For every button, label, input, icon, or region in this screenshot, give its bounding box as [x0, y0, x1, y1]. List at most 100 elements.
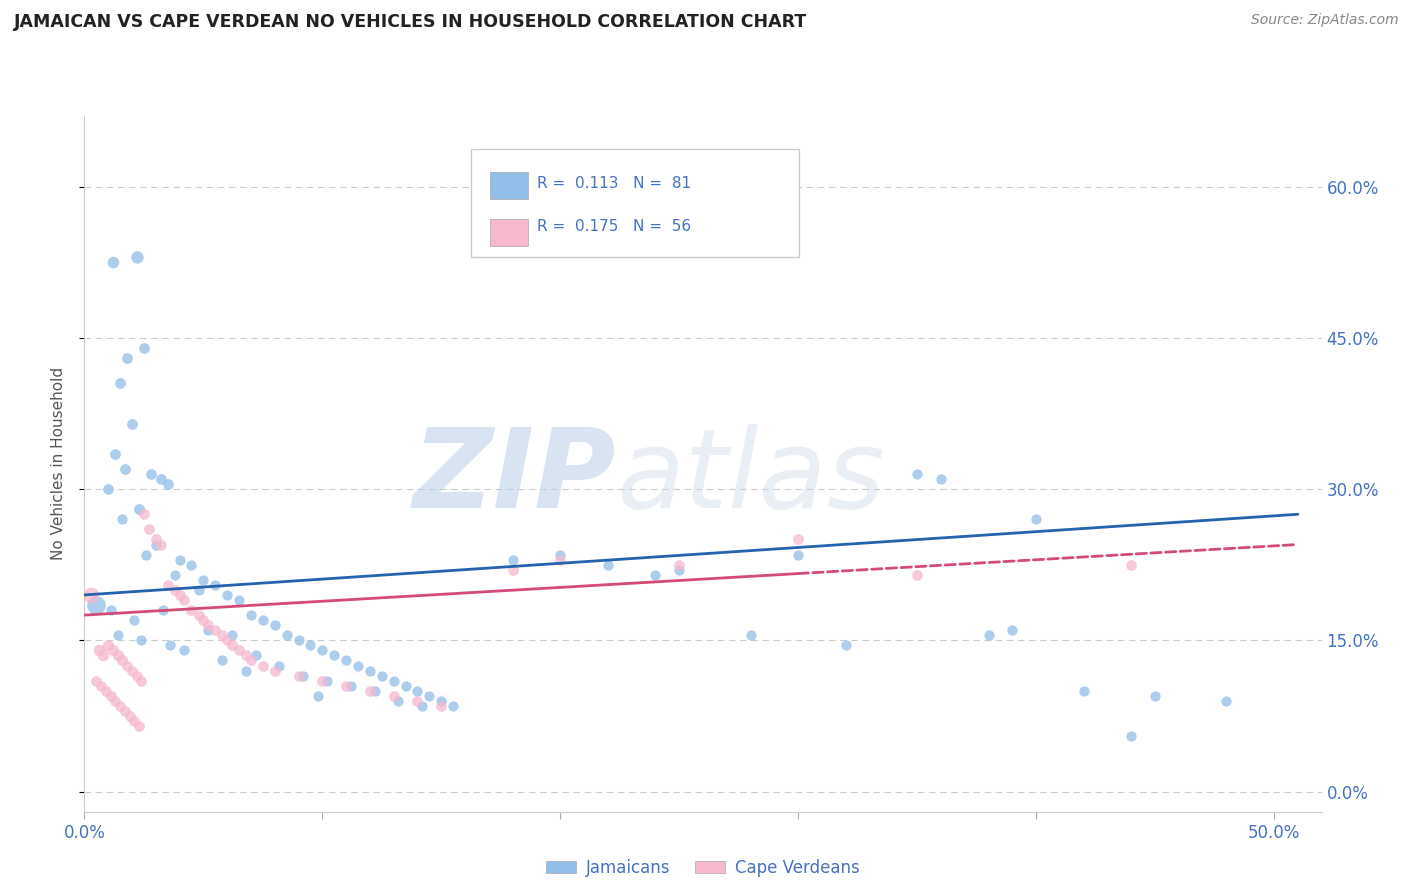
Point	[149, 537, 172, 551]
Point	[121, 664, 143, 678]
Point	[221, 628, 243, 642]
Point	[100, 689, 122, 703]
Point	[169, 588, 191, 602]
Point	[84, 673, 107, 688]
Point	[180, 558, 202, 572]
Point	[441, 698, 464, 713]
Point	[787, 548, 810, 562]
Point	[118, 709, 141, 723]
Point	[138, 522, 160, 536]
Point	[84, 598, 107, 612]
Point	[596, 558, 619, 572]
Point	[111, 512, 134, 526]
Point	[139, 467, 162, 481]
Point	[204, 624, 226, 638]
Point	[131, 673, 153, 688]
Point	[217, 588, 239, 602]
Y-axis label: No Vehicles in Household: No Vehicles in Household	[51, 368, 66, 560]
Point	[80, 588, 103, 602]
Point	[335, 679, 357, 693]
Text: JAMAICAN VS CAPE VERDEAN NO VEHICLES IN HOUSEHOLD CORRELATION CHART: JAMAICAN VS CAPE VERDEAN NO VEHICLES IN …	[14, 13, 807, 31]
Point	[108, 376, 131, 391]
Point	[169, 552, 191, 566]
Point	[276, 628, 298, 642]
Point	[316, 673, 339, 688]
Point	[124, 714, 146, 728]
Point	[115, 658, 138, 673]
Point	[114, 462, 136, 476]
Point	[668, 558, 690, 572]
Point	[107, 628, 129, 642]
Point	[1121, 729, 1143, 743]
Point	[382, 673, 405, 688]
Point	[406, 694, 429, 708]
Point	[187, 608, 209, 623]
Point	[108, 698, 131, 713]
Point	[977, 628, 1000, 642]
Point	[323, 648, 346, 663]
Point	[787, 533, 810, 547]
Point	[235, 648, 257, 663]
Point	[406, 683, 429, 698]
Point	[394, 679, 416, 693]
Text: ZIP: ZIP	[413, 425, 616, 532]
Point	[335, 653, 357, 667]
Point	[363, 683, 385, 698]
Point	[111, 653, 134, 667]
Point	[128, 719, 150, 733]
Point	[107, 648, 129, 663]
Point	[311, 673, 333, 688]
Point	[235, 664, 257, 678]
Point	[101, 255, 124, 269]
Point	[905, 567, 928, 582]
Point	[163, 567, 186, 582]
Point	[93, 648, 115, 663]
Point	[269, 658, 291, 673]
Point	[193, 573, 215, 587]
Point	[156, 578, 179, 592]
Point	[292, 668, 315, 682]
Point	[1215, 694, 1237, 708]
Point	[193, 613, 215, 627]
Text: R =  0.175   N =  56: R = 0.175 N = 56	[537, 219, 692, 235]
Point	[430, 698, 453, 713]
Point	[187, 582, 209, 597]
Point	[94, 683, 117, 698]
Point	[740, 628, 762, 642]
Point	[418, 689, 440, 703]
Point	[263, 664, 285, 678]
Point	[387, 694, 409, 708]
Point	[87, 643, 110, 657]
Text: Source: ZipAtlas.com: Source: ZipAtlas.com	[1251, 13, 1399, 28]
Point	[159, 638, 181, 652]
Point	[644, 567, 666, 582]
Point	[347, 658, 370, 673]
Text: R =  0.113   N =  81: R = 0.113 N = 81	[537, 176, 692, 191]
Point	[263, 618, 285, 632]
Point	[124, 613, 146, 627]
Point	[430, 694, 453, 708]
Point	[239, 608, 262, 623]
Point	[217, 633, 239, 648]
Point	[287, 668, 309, 682]
Point	[104, 694, 127, 708]
Point	[502, 563, 524, 577]
Point	[905, 467, 928, 481]
Point	[228, 643, 250, 657]
Point	[132, 508, 155, 522]
Point	[104, 447, 127, 461]
Point	[287, 633, 309, 648]
Point	[132, 341, 155, 355]
Point	[101, 643, 124, 657]
Point	[1073, 683, 1095, 698]
Point	[114, 704, 136, 718]
Point	[1001, 624, 1024, 638]
Point	[548, 552, 571, 566]
Point	[100, 603, 122, 617]
Point	[121, 417, 143, 431]
Point	[180, 603, 202, 617]
Point	[252, 658, 274, 673]
Point	[152, 603, 174, 617]
Text: atlas: atlas	[616, 425, 884, 532]
Point	[173, 643, 195, 657]
